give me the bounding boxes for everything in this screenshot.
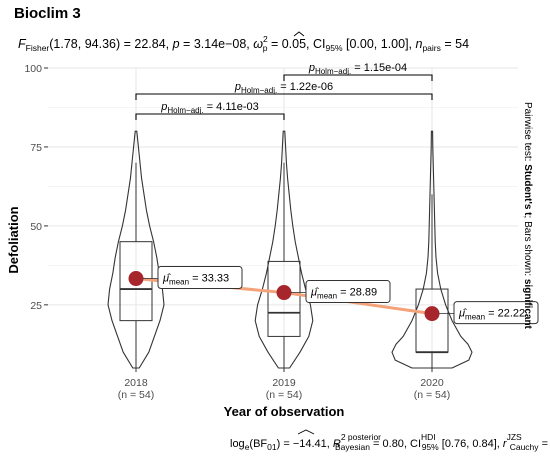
stats-hdi-value: [0.76, 0.84], [439,438,503,450]
pairwise-p-value: = 1.15e-04 [351,62,407,74]
boxplots [119,162,449,368]
stats-r2-value: = 0.80, CI [370,438,421,450]
stats-top-line: FFisher(1.78, 94.36) = 22.84, p = 3.14e−… [18,34,469,53]
side-middle: ; Bars shown: [522,216,533,279]
side-shown: significant [522,279,533,330]
y-ticks: 25 50 75 100 [24,63,48,312]
y-tick-label: 50 [30,221,42,233]
pairwise-p-value: = 1.22e-06 [277,81,333,93]
stats-hdi-sup: HDI [421,432,436,442]
stats-hdi-sub: 95% [422,442,439,452]
pairwise-p-symbol: p [308,62,315,74]
pairwise-label: pHolm−adj. = 4.11e-03 [160,101,259,115]
mean-value: = 33.33 [189,273,229,285]
x-axis-title: Year of observation [224,404,345,419]
stats-r-value: = 0.71 [539,438,550,450]
stats-f-args: (1.78, 94.36) = 22.84, [49,37,172,51]
stats-p-value: = 3.14e−08, [180,37,254,51]
stats-omega-value: = 0.05, CI [267,37,325,51]
pairwise-p-sub: Holm−adj. [241,86,277,95]
pairwise-side-label: Pairwise test: Student's t; Bars shown: … [522,102,533,330]
mean-symbol: μ̂ [162,273,171,285]
stats-r-sup: JZS [507,432,522,442]
stats-r2-sup: 2 posterior [341,432,381,442]
pairwise-label: pHolm−adj. = 1.15e-04 [308,62,407,76]
stats-p-symbol: p [172,37,180,51]
x-ticks: 2018(n = 54)2019(n = 54)2020(n = 54) [118,368,450,401]
stats-log: log [230,438,245,450]
mean-label-box [453,301,539,325]
x-tick-n-label: (n = 54) [414,389,450,401]
pairwise-p-sub: Holm−adj. [167,106,203,115]
x-tick-n-label: (n = 54) [266,389,302,401]
mean-label-text: μ̂mean = 33.33 [162,273,229,287]
pairwise-p-value: = 4.11e-03 [204,101,259,113]
stats-bf: (BF [249,438,267,450]
stats-r2-symbol: R [333,438,341,450]
y-axis-title: Defoliation [6,206,21,273]
x-tick-label: 2019 [272,377,296,389]
pairwise-bracket [283,74,433,81]
x-tick-label: 2018 [124,377,148,389]
x-tick-n-label: (n = 54) [118,389,154,401]
stats-f-sub: Fisher [26,43,50,53]
stats-omega-sup: 2 [263,34,268,44]
mean-sub: mean [317,292,337,301]
chart-title: Bioclim 3 [14,5,81,22]
mean-value: = 28.89 [337,287,377,299]
mean-points [128,271,440,322]
stats-f-symbol: F [18,37,27,51]
mean-symbol: μ̂ [458,308,467,320]
mean-symbol: μ̂ [310,287,319,299]
mean-value: = 22.22 [485,308,525,320]
pairwise-bracket [135,113,285,120]
side-test: Student's t [522,164,533,216]
pairwise-p-symbol: p [160,101,167,113]
mean-label-box [157,266,243,290]
pairwise-p-symbol: p [234,81,241,93]
stats-bf-sub: 01 [267,442,277,452]
side-prefix: Pairwise test: [522,102,533,164]
stats-log-sub: e [245,442,250,452]
omega-hat-mark [293,31,305,37]
mean-label-text: μ̂mean = 28.89 [310,287,377,301]
y-tick-label: 100 [24,63,42,75]
mean-sub: mean [465,313,485,322]
stats-r-sub: Cauchy [510,442,540,452]
stats-bottom-line: loge(BF01) = −14.41, R2 posterior Bayesia… [230,432,550,452]
violins [107,130,473,369]
violin-2020 [391,130,473,369]
mean-point-2019 [276,285,292,301]
pairwise-p-sub: Holm−adj. [315,67,351,76]
stats-ci-value: [0.00, 1.00], [343,37,416,51]
y-tick-label: 75 [30,142,42,154]
mean-labels: μ̂mean = 33.33μ̂mean = 28.89μ̂mean = 22.… [143,266,539,325]
y-tick-label: 25 [30,300,42,312]
pairwise-bracket [135,93,433,100]
stats-omega-symbol: ω [253,37,263,51]
mean-point-2018 [128,271,144,287]
violin-2019 [254,130,314,369]
r2-hat-mark [297,429,315,435]
mean-label-box [305,280,391,304]
stats-bf-value: ) = −14.41, [277,438,333,450]
stats-ci-sub: 95% [326,43,343,53]
stats-r-symbol: r [503,438,508,450]
mean-label-text: μ̂mean = 22.22 [458,308,525,322]
box-2019 [267,260,301,337]
x-tick-label: 2020 [420,377,444,389]
mean-sub: mean [169,278,189,287]
stats-n-value: = 54 [441,37,469,51]
stats-r2-sub: Bayesian [335,442,370,452]
stats-n-symbol: n [416,37,423,51]
stats-n-sub: pairs [422,43,440,53]
pairwise-label: pHolm−adj. = 1.22e-06 [234,81,333,95]
mean-point-2020 [424,306,440,322]
stats-omega-sub: p [263,43,268,53]
